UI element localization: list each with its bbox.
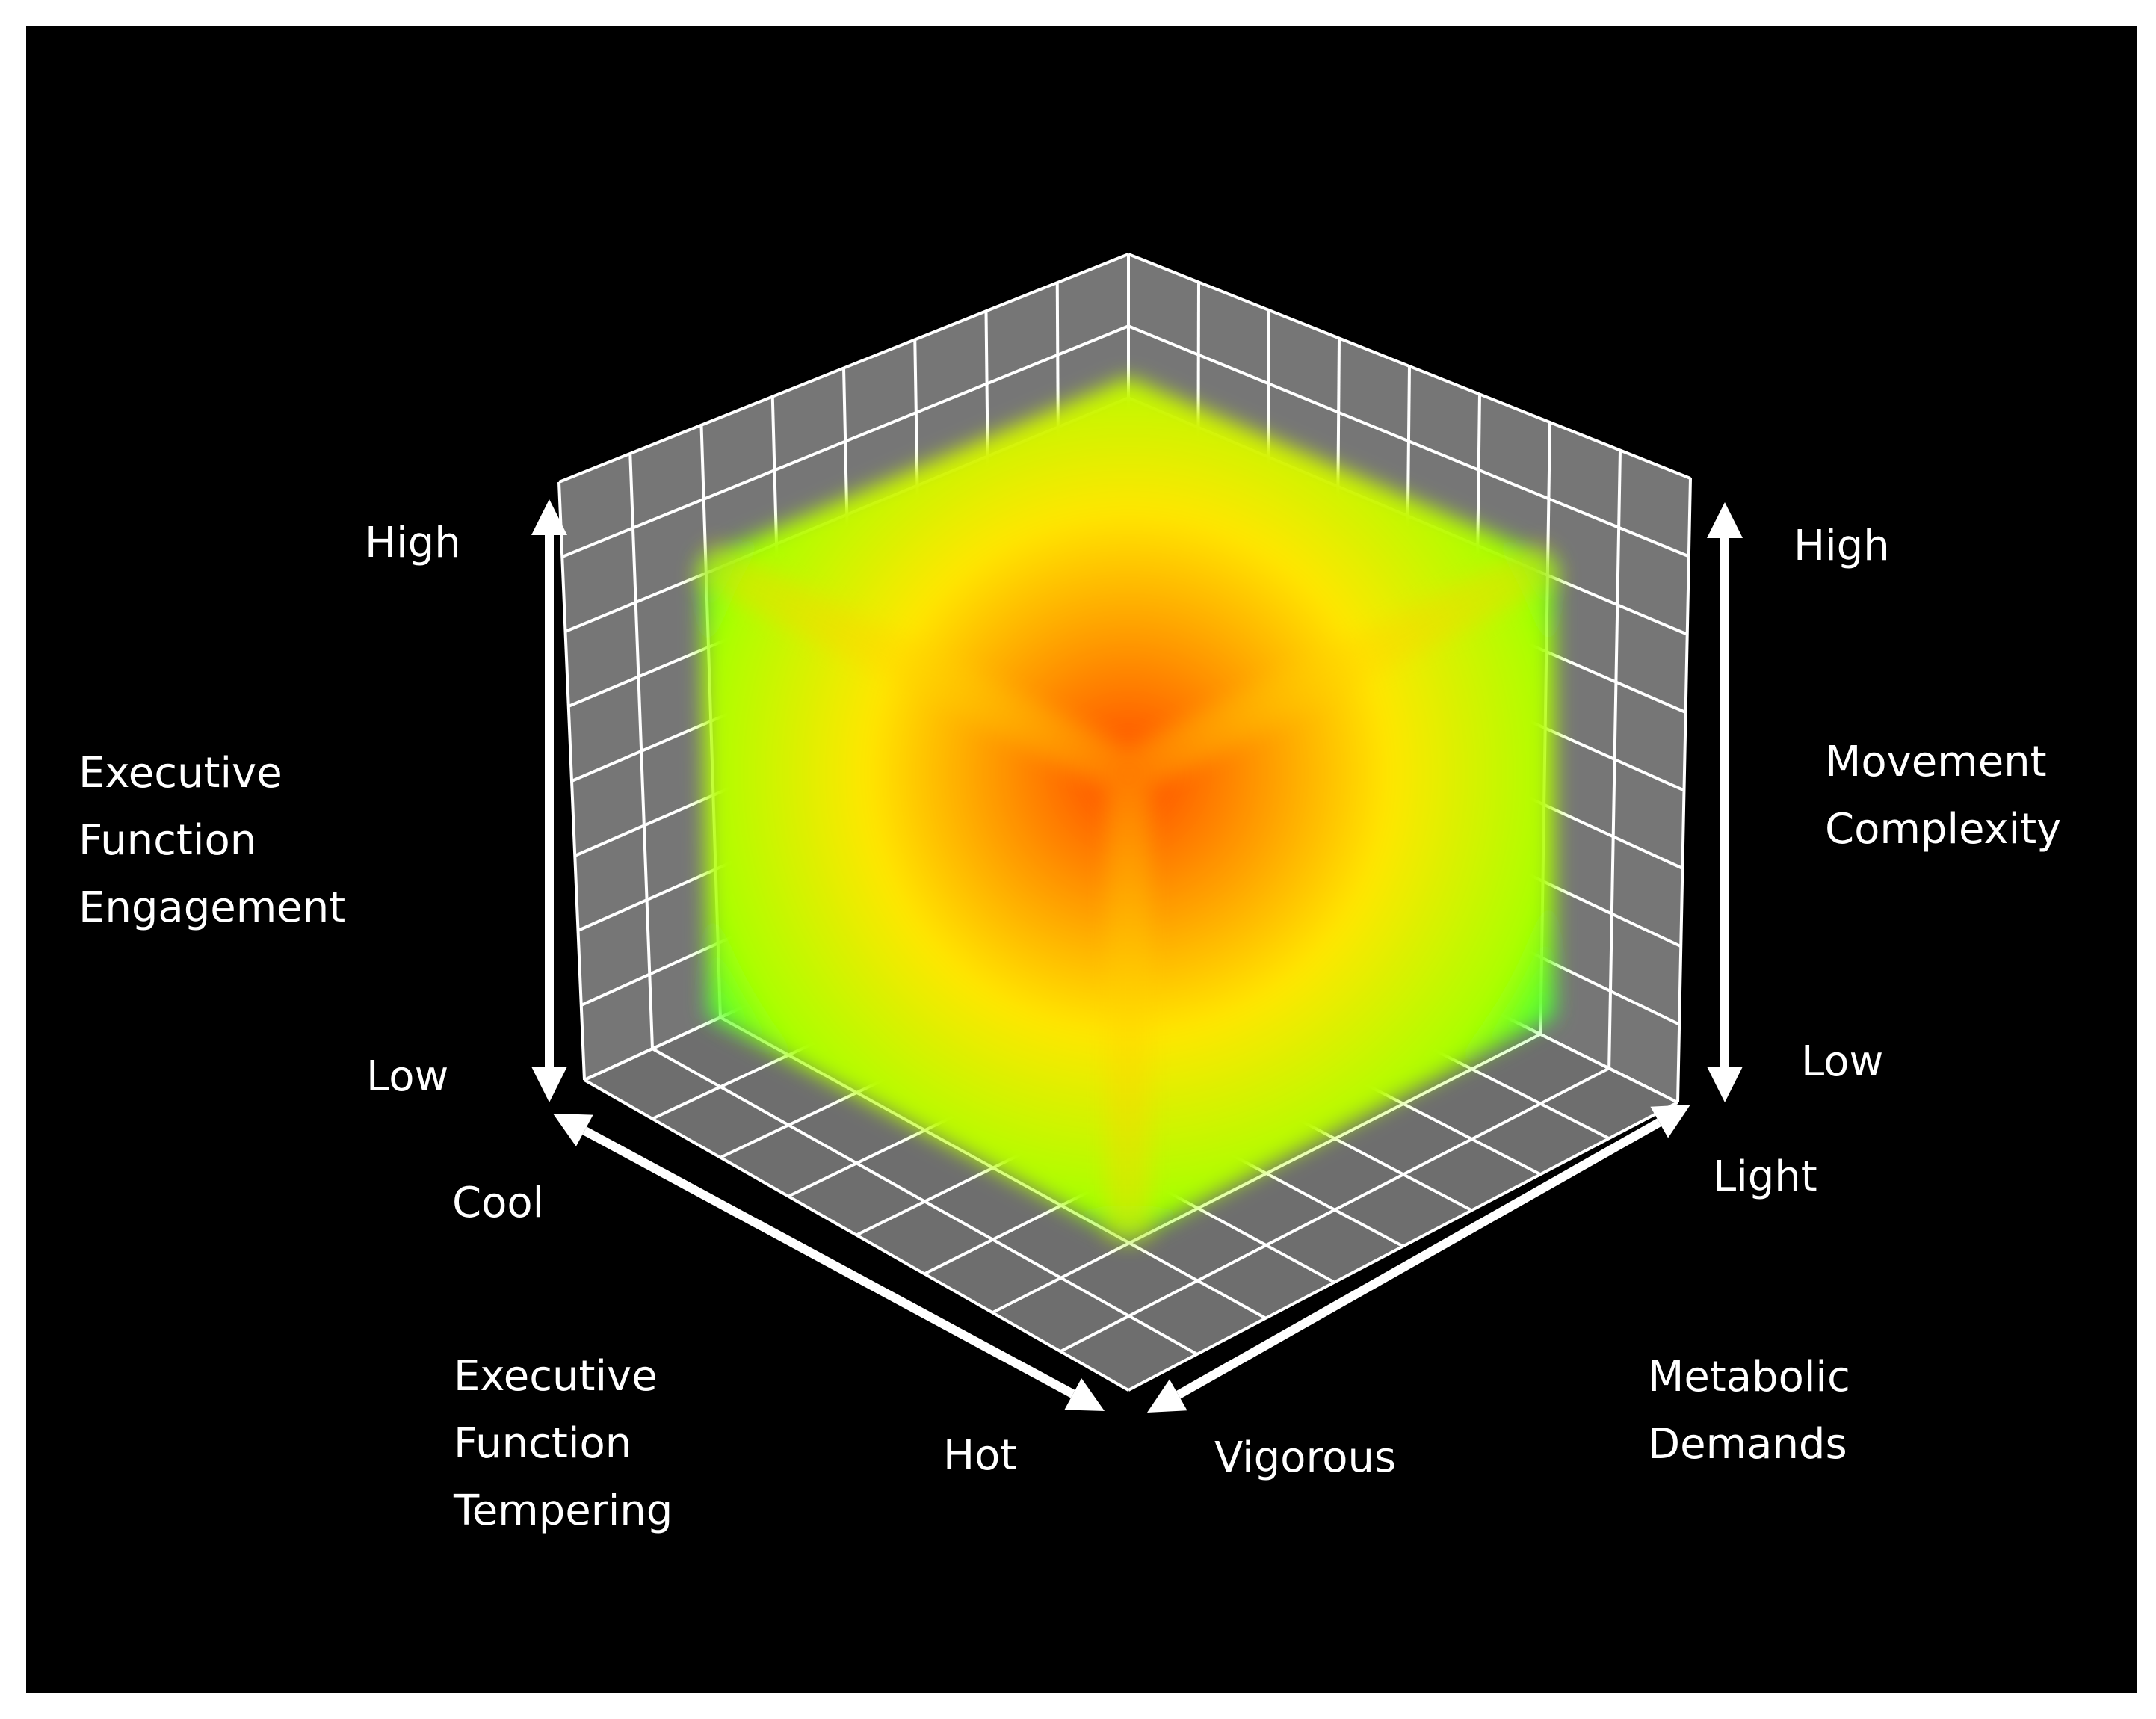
md-title-line-1: Metabolic: [1648, 1353, 1850, 1401]
mc-low-label: Low: [1801, 1037, 1884, 1086]
efe-axis-arrow: [531, 499, 567, 1102]
eft-hot-label: Hot: [943, 1431, 1017, 1480]
eft-title-line-3: Tempering: [454, 1487, 673, 1535]
mc-title-line-2: Complexity: [1825, 805, 2062, 854]
grid-line: [652, 1047, 1198, 1356]
eft-axis-arrow: [553, 1114, 1105, 1411]
efe-title-line-1: Executive: [78, 749, 282, 797]
eft-title-line-2: Function: [454, 1419, 632, 1468]
eft-title: Executive Function Tempering: [454, 1343, 673, 1545]
md-light-label: Light: [1713, 1152, 1817, 1201]
mc-title: Movement Complexity: [1825, 729, 2061, 863]
md-title-line-2: Demands: [1648, 1420, 1847, 1469]
md-vigorous-label: Vigorous: [1214, 1433, 1397, 1482]
efe-title-line-2: Function: [78, 816, 257, 865]
md-title: Metabolic Demands: [1648, 1344, 1850, 1478]
efe-title-line-3: Engagement: [78, 883, 346, 932]
mc-axis-arrow: [1707, 502, 1743, 1102]
mc-high-label: High: [1794, 522, 1890, 570]
eft-title-line-1: Executive: [454, 1352, 658, 1401]
grid-line: [628, 453, 654, 1049]
md-axis-arrow: [1147, 1105, 1690, 1413]
grid-line: [992, 1032, 1542, 1315]
grid-line: [584, 1078, 1129, 1392]
efe-low-label: Low: [366, 1052, 449, 1101]
grid-line: [1676, 478, 1692, 1103]
grid-line: [1128, 1101, 1678, 1392]
efe-title: Executive Function Engagement: [78, 740, 345, 942]
grid-line: [1060, 1067, 1610, 1353]
mc-title-line-1: Movement: [1825, 738, 2047, 786]
efe-high-label: High: [365, 519, 461, 567]
cube-edge-highlights: [691, 540, 1565, 1241]
grid-line: [1607, 450, 1622, 1069]
eft-cool-label: Cool: [452, 1179, 545, 1227]
grid-line: [557, 481, 586, 1081]
axis-arrows: [531, 499, 1743, 1413]
